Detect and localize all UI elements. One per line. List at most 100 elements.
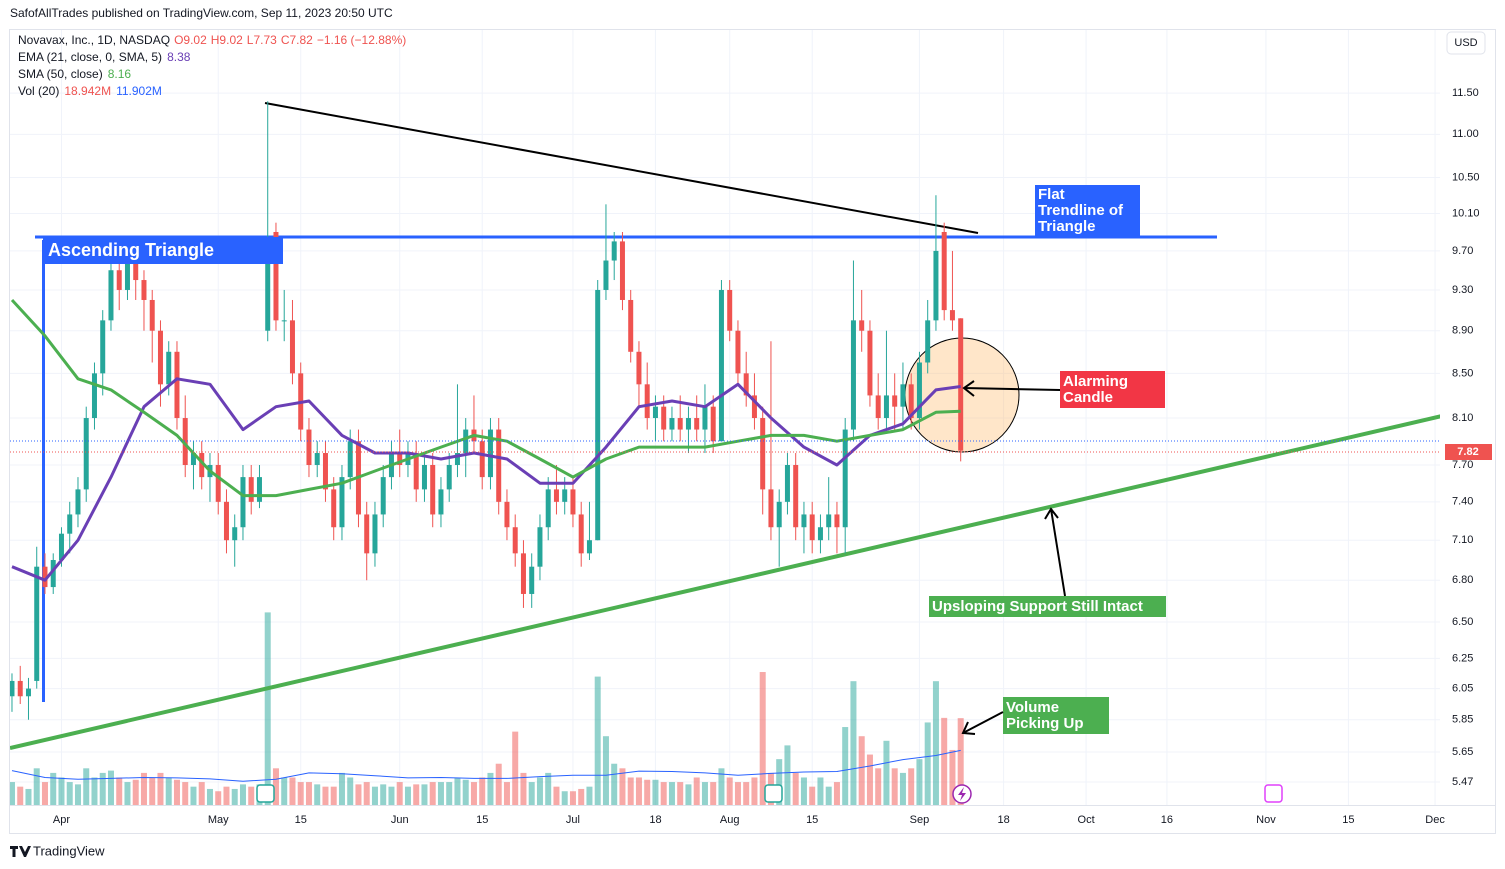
volume-bar <box>833 782 840 805</box>
candle-body <box>520 553 526 594</box>
volume-bar <box>776 759 783 805</box>
volume-bar <box>305 782 312 805</box>
volume-bar <box>858 736 865 805</box>
x-tick-label: 15 <box>295 814 307 826</box>
candle-body <box>223 501 229 541</box>
volume-bar <box>50 772 57 805</box>
volume-bar <box>74 784 81 805</box>
candle-body <box>751 395 757 419</box>
last-price-tag <box>1445 444 1492 460</box>
volume-bar <box>677 782 684 805</box>
candle-body <box>306 429 312 465</box>
candle-body <box>570 489 576 515</box>
arrows <box>961 380 1066 735</box>
volume-bar <box>850 681 857 805</box>
candle-body <box>479 441 485 478</box>
ohlc: C7.82 <box>281 33 313 47</box>
volume-bar <box>347 777 354 805</box>
annotation-box <box>929 596 1166 617</box>
candle-body <box>34 566 40 681</box>
volume-bar <box>908 768 915 805</box>
volume-bar <box>116 777 123 805</box>
candle-body <box>685 418 691 430</box>
ohlc: L7.73 <box>247 33 277 47</box>
volume-bar <box>437 782 444 805</box>
volume-bar <box>660 782 667 805</box>
candle-body <box>58 533 64 560</box>
annotation-box <box>1035 185 1140 238</box>
candle-body <box>842 429 848 528</box>
currency-button[interactable] <box>1446 31 1486 55</box>
y-tick-label: 11.00 <box>1452 128 1479 140</box>
volume-bar <box>916 759 923 805</box>
candle-body <box>496 429 502 502</box>
candle-body <box>735 330 741 374</box>
volume-bar <box>165 777 172 805</box>
x-tick-label: 16 <box>1161 814 1173 826</box>
candle-body <box>595 289 601 541</box>
volume-bar <box>248 786 255 805</box>
candle-body <box>397 453 403 465</box>
volume-bar <box>33 768 40 805</box>
y-tick-label: 6.80 <box>1452 574 1473 586</box>
volume-bar <box>355 784 362 805</box>
currency[interactable]: USD <box>1454 37 1477 49</box>
volume-bar <box>957 718 964 805</box>
candle-body <box>537 527 543 567</box>
y-tick-label: 5.47 <box>1452 776 1473 788</box>
candle-body <box>256 477 262 502</box>
volume-bar <box>404 786 411 805</box>
candle-body <box>141 280 147 300</box>
candle-body <box>100 320 106 374</box>
volume-bar <box>10 782 15 805</box>
y-tick-label: 8.50 <box>1452 367 1473 379</box>
volume-bar <box>470 782 477 805</box>
volume-bar <box>792 772 799 805</box>
volume-bar <box>413 784 420 805</box>
event-icons <box>256 784 1283 804</box>
candle-body <box>826 514 832 528</box>
volume-bar <box>322 786 329 805</box>
frame <box>9 29 1496 834</box>
currency-button[interactable]: USD <box>1446 31 1486 55</box>
volume-bar <box>429 782 436 805</box>
candle-body <box>916 362 922 419</box>
volume-bar <box>190 786 197 805</box>
volume-bar <box>396 782 403 805</box>
candle-body <box>10 680 15 697</box>
candle-body <box>834 514 840 528</box>
volume-bar <box>718 768 725 805</box>
candle-body <box>727 289 733 331</box>
volume-bar <box>891 768 898 805</box>
candle-body <box>529 566 535 594</box>
volume-bar <box>635 777 642 805</box>
last-price: 7.82 <box>1457 446 1478 458</box>
volume-bar <box>949 749 956 805</box>
volume-bar <box>578 788 585 805</box>
volume-bar <box>479 777 486 805</box>
candle-body <box>157 330 163 385</box>
volume-bar <box>157 772 164 805</box>
earnings-icon <box>256 784 275 803</box>
volume-bar <box>545 772 552 805</box>
volume-bar <box>528 782 535 805</box>
x-tick-label: Nov <box>1256 814 1276 826</box>
y-tick-label: 10.50 <box>1452 171 1480 183</box>
volume-bar <box>594 676 601 805</box>
y-tick-label: 9.30 <box>1452 284 1473 296</box>
candle-body <box>545 489 551 528</box>
volume-bar <box>941 717 948 805</box>
volume-bar <box>91 777 98 805</box>
volume-bar <box>140 772 147 805</box>
candle-body <box>487 429 493 478</box>
candle-body <box>446 464 452 490</box>
annotation: Alarming <box>1063 373 1128 390</box>
volume-bar <box>817 777 824 805</box>
candle-body <box>859 320 865 331</box>
brand-logo <box>10 846 31 857</box>
volume-bar <box>454 777 461 805</box>
volume-bar <box>149 777 156 805</box>
x-tick-label: 18 <box>649 814 661 826</box>
candle-body <box>50 559 56 588</box>
x-tick-label: 18 <box>997 814 1009 826</box>
